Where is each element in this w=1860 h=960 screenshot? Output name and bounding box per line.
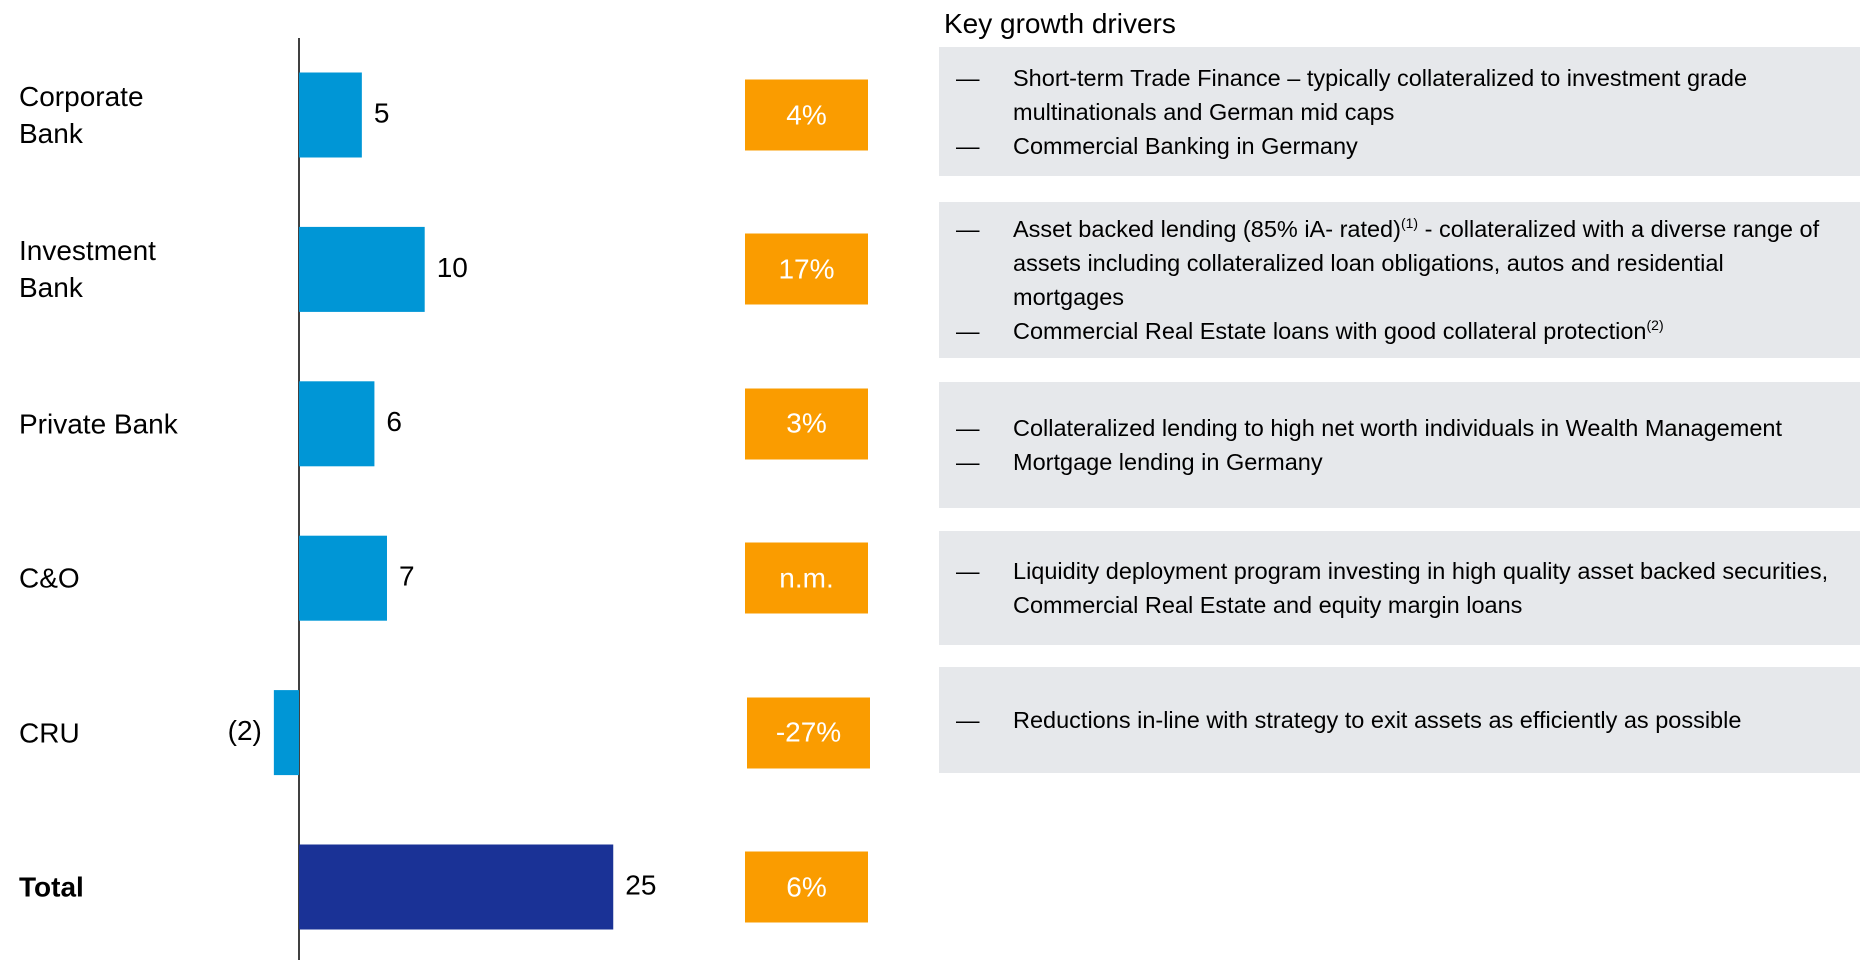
bullet-text: Commercial Real Estate loans with good c… — [1013, 318, 1647, 344]
bar — [299, 72, 362, 158]
driver-panel: Liquidity deployment program investing i… — [939, 531, 1860, 645]
chart: 5 10 6 7 (2) 25 — [228, 38, 656, 960]
bar — [299, 381, 375, 467]
bullet-item: Commercial Banking in Germany — [939, 129, 1860, 163]
bullet-text: Liquidity deployment program investing i… — [1013, 558, 1829, 618]
value-label: 6 — [386, 406, 402, 437]
bar — [273, 690, 299, 776]
bar — [299, 535, 387, 621]
bullet-item: Collateralized lending to high net worth… — [939, 411, 1860, 445]
bullet-item: Mortgage lending in Germany — [939, 445, 1860, 479]
bullet-text: Asset backed lending (85% iA- rated) — [1013, 216, 1401, 242]
bar — [299, 844, 614, 930]
bullet-text: Mortgage lending in Germany — [1013, 449, 1323, 475]
category-label: C&O — [19, 562, 80, 594]
bar — [299, 226, 425, 312]
driver-panel: Short-term Trade Finance – typically col… — [939, 47, 1860, 176]
bullet-item: Short-term Trade Finance – typically col… — [939, 61, 1860, 129]
driver-panel: Reductions in-line with strategy to exit… — [939, 667, 1860, 773]
value-label: 25 — [625, 869, 656, 900]
category-label: Corporate Bank — [19, 81, 144, 149]
bullet-text: Short-term Trade Finance – typically col… — [1013, 64, 1748, 125]
category-label: Private Bank — [19, 408, 178, 440]
value-label: 5 — [374, 97, 390, 128]
bullet-text: Collateralized lending to high net worth… — [1013, 415, 1782, 441]
bullet-item: Reductions in-line with strategy to exit… — [939, 703, 1860, 737]
bullet-text: Reductions in-line with strategy to exit… — [1013, 707, 1742, 733]
bullet-item: Asset backed lending (85% iA- rated)(1) … — [939, 212, 1860, 314]
footnote-ref: (1) — [1400, 215, 1419, 231]
drivers-title: Key growth drivers — [944, 8, 1176, 39]
growth-box: n.m. — [745, 542, 868, 614]
driver-panel: Asset backed lending (85% iA- rated)(1) … — [939, 202, 1860, 358]
value-label: (2) — [228, 715, 262, 746]
bullet-item: Liquidity deployment program investing i… — [939, 554, 1860, 622]
growth-box: 3% — [745, 388, 868, 460]
category-label: Investment Bank — [19, 235, 156, 304]
category-label: CRU — [19, 717, 80, 749]
growth-box: 4% — [745, 79, 868, 151]
growth-box: 17% — [745, 233, 868, 305]
category-label: Total — [19, 871, 84, 903]
value-label: 10 — [437, 252, 468, 283]
driver-panel: Collateralized lending to high net worth… — [939, 382, 1860, 508]
bullet-item: Commercial Real Estate loans with good c… — [939, 314, 1860, 348]
bullet-text: Commercial Banking in Germany — [1013, 132, 1358, 159]
growth-box: 6% — [745, 851, 868, 923]
growth-box: -27% — [747, 697, 870, 769]
footnote-ref: (2) — [1646, 317, 1664, 333]
value-label: 7 — [399, 561, 415, 592]
bullet-text: - collateralized with a diverse range of… — [1013, 216, 1820, 310]
